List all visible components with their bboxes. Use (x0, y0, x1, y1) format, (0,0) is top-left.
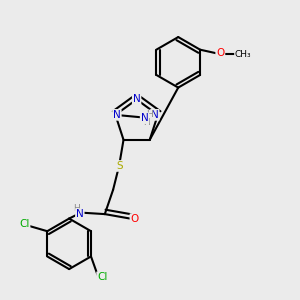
Text: N: N (141, 113, 148, 123)
Text: N: N (76, 209, 84, 219)
Text: O: O (130, 214, 139, 224)
Text: Cl: Cl (97, 272, 107, 282)
Text: H: H (146, 110, 152, 119)
Text: N: N (133, 94, 140, 104)
Text: O: O (216, 48, 224, 58)
Text: S: S (116, 161, 123, 171)
Text: Cl: Cl (19, 219, 30, 229)
Text: N: N (113, 110, 121, 120)
Text: CH₃: CH₃ (235, 50, 251, 58)
Text: N: N (151, 110, 159, 120)
Text: H: H (73, 204, 80, 213)
Text: H: H (143, 118, 149, 127)
